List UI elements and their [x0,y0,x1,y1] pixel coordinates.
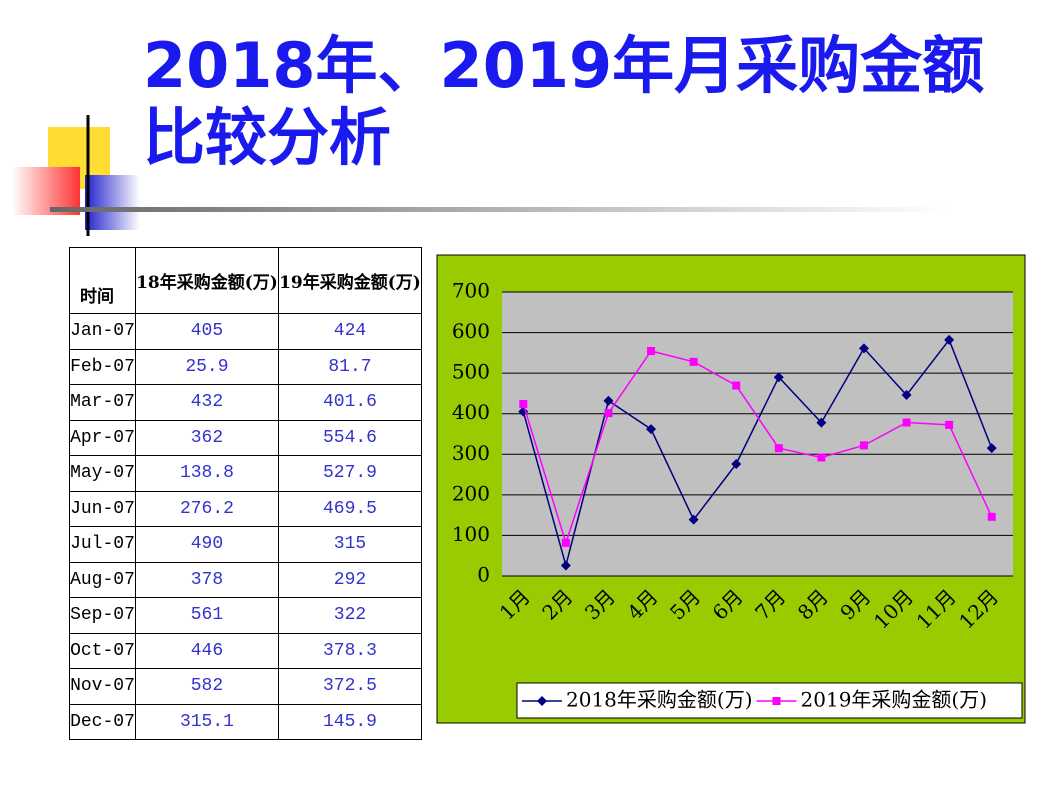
table-cell: 138.8 [134,455,279,492]
data-point [731,458,742,469]
data-point [986,443,997,454]
table-row: Nov-07 582 372.5 [69,668,423,705]
deco-square [85,175,140,230]
data-point [689,357,698,366]
title: 2018年、2019年月采购金额 比较分析 [143,30,984,174]
data-point [774,444,783,453]
data-point [816,417,827,428]
data-point [773,372,784,383]
table-row: Jun-07 276.2 469.5 [69,490,423,527]
table-cell: Dec-07 [69,703,136,740]
data-point [519,399,528,408]
table-cell: 378.3 [277,632,423,669]
legend-label: 2018年采购金额(万) [566,688,753,712]
table-row: Sep-07 561 322 [69,597,423,634]
table-cell: 81.7 [277,348,423,385]
data-point [603,395,614,406]
table-cell: Jan-07 [69,313,136,350]
table-cell: Jul-07 [69,526,136,563]
data-table: 时间 18年采购金额(万) 19年采购金额(万) Jan-07 405 424 Feb-07… [69,247,423,740]
table-cell: 378 [134,561,279,598]
data-point [560,560,571,571]
table-cell: 276.2 [134,490,279,527]
table-cell: 446 [134,632,279,669]
data-point [688,514,699,525]
title-line: 比较分析 [143,101,392,174]
y-tick-label: 600 [452,319,490,343]
table-cell: 561 [134,597,279,634]
table-row: Mar-07 432 401.6 [69,384,423,421]
y-tick-label: 400 [452,400,490,424]
table-cell: Feb-07 [69,348,136,385]
data-point [732,381,741,390]
table-row: Feb-07 25.9 81.7 [69,348,423,385]
y-tick-label: 500 [452,360,490,384]
series-line [522,338,993,569]
table-row: Jul-07 490 315 [69,526,423,563]
table-row: Oct-07 446 378.3 [69,632,423,669]
data-point [561,538,570,547]
deco-line [50,207,950,212]
table-cell: 401.6 [277,384,423,421]
table-cell: 145.9 [277,703,423,740]
table-cell: 315 [277,526,423,563]
title-line: 2018年、2019年月采购金额 [143,29,985,102]
data-point [647,346,656,355]
y-tick-label: 200 [452,481,490,505]
table-cell: 322 [277,597,423,634]
data-point [859,441,868,450]
data-point [902,418,911,427]
table-row: Dec-07 315.1 145.9 [69,703,423,740]
table-cell: 424 [277,313,423,350]
data-point [646,424,657,435]
header-cell: 时间 [69,247,136,314]
table-row: Jan-07 405 424 [69,313,423,350]
table-cell: Apr-07 [69,419,136,456]
y-tick-label: 700 [452,279,490,303]
table-cell: 582 [134,668,279,705]
y-tick-label: 100 [452,522,490,546]
header-row: 时间 18年采购金额(万) 19年采购金额(万) [69,247,423,314]
data-point [945,420,954,429]
table-cell: May-07 [69,455,136,492]
data-point [604,409,613,418]
y-tick-label: 0 [477,563,490,587]
plot-area [502,292,1013,576]
legend-label: 2019年采购金额(万) [801,688,988,712]
data-point [944,334,955,345]
data-point [901,390,912,401]
header-cell: 19年采购金额(万) [277,247,423,314]
data-point [817,453,826,462]
y-tick-label: 300 [452,441,490,465]
table-cell: Aug-07 [69,561,136,598]
series-line [522,350,993,546]
table-cell: 554.6 [277,419,423,456]
table-cell: 490 [134,526,279,563]
table-cell: 25.9 [134,348,279,385]
table-row: Aug-07 378 292 [69,561,423,598]
data-point [987,512,996,521]
table-cell: Sep-07 [69,597,136,634]
table-cell: 292 [277,561,423,598]
legend-marker [537,696,547,706]
table-row: Apr-07 362 554.6 [69,419,423,456]
legend-marker [772,697,781,705]
table-cell: Jun-07 [69,490,136,527]
data-point [858,343,869,354]
table-cell: Oct-07 [69,632,136,669]
table-cell: 469.5 [277,490,423,527]
table-cell: 315.1 [134,703,279,740]
